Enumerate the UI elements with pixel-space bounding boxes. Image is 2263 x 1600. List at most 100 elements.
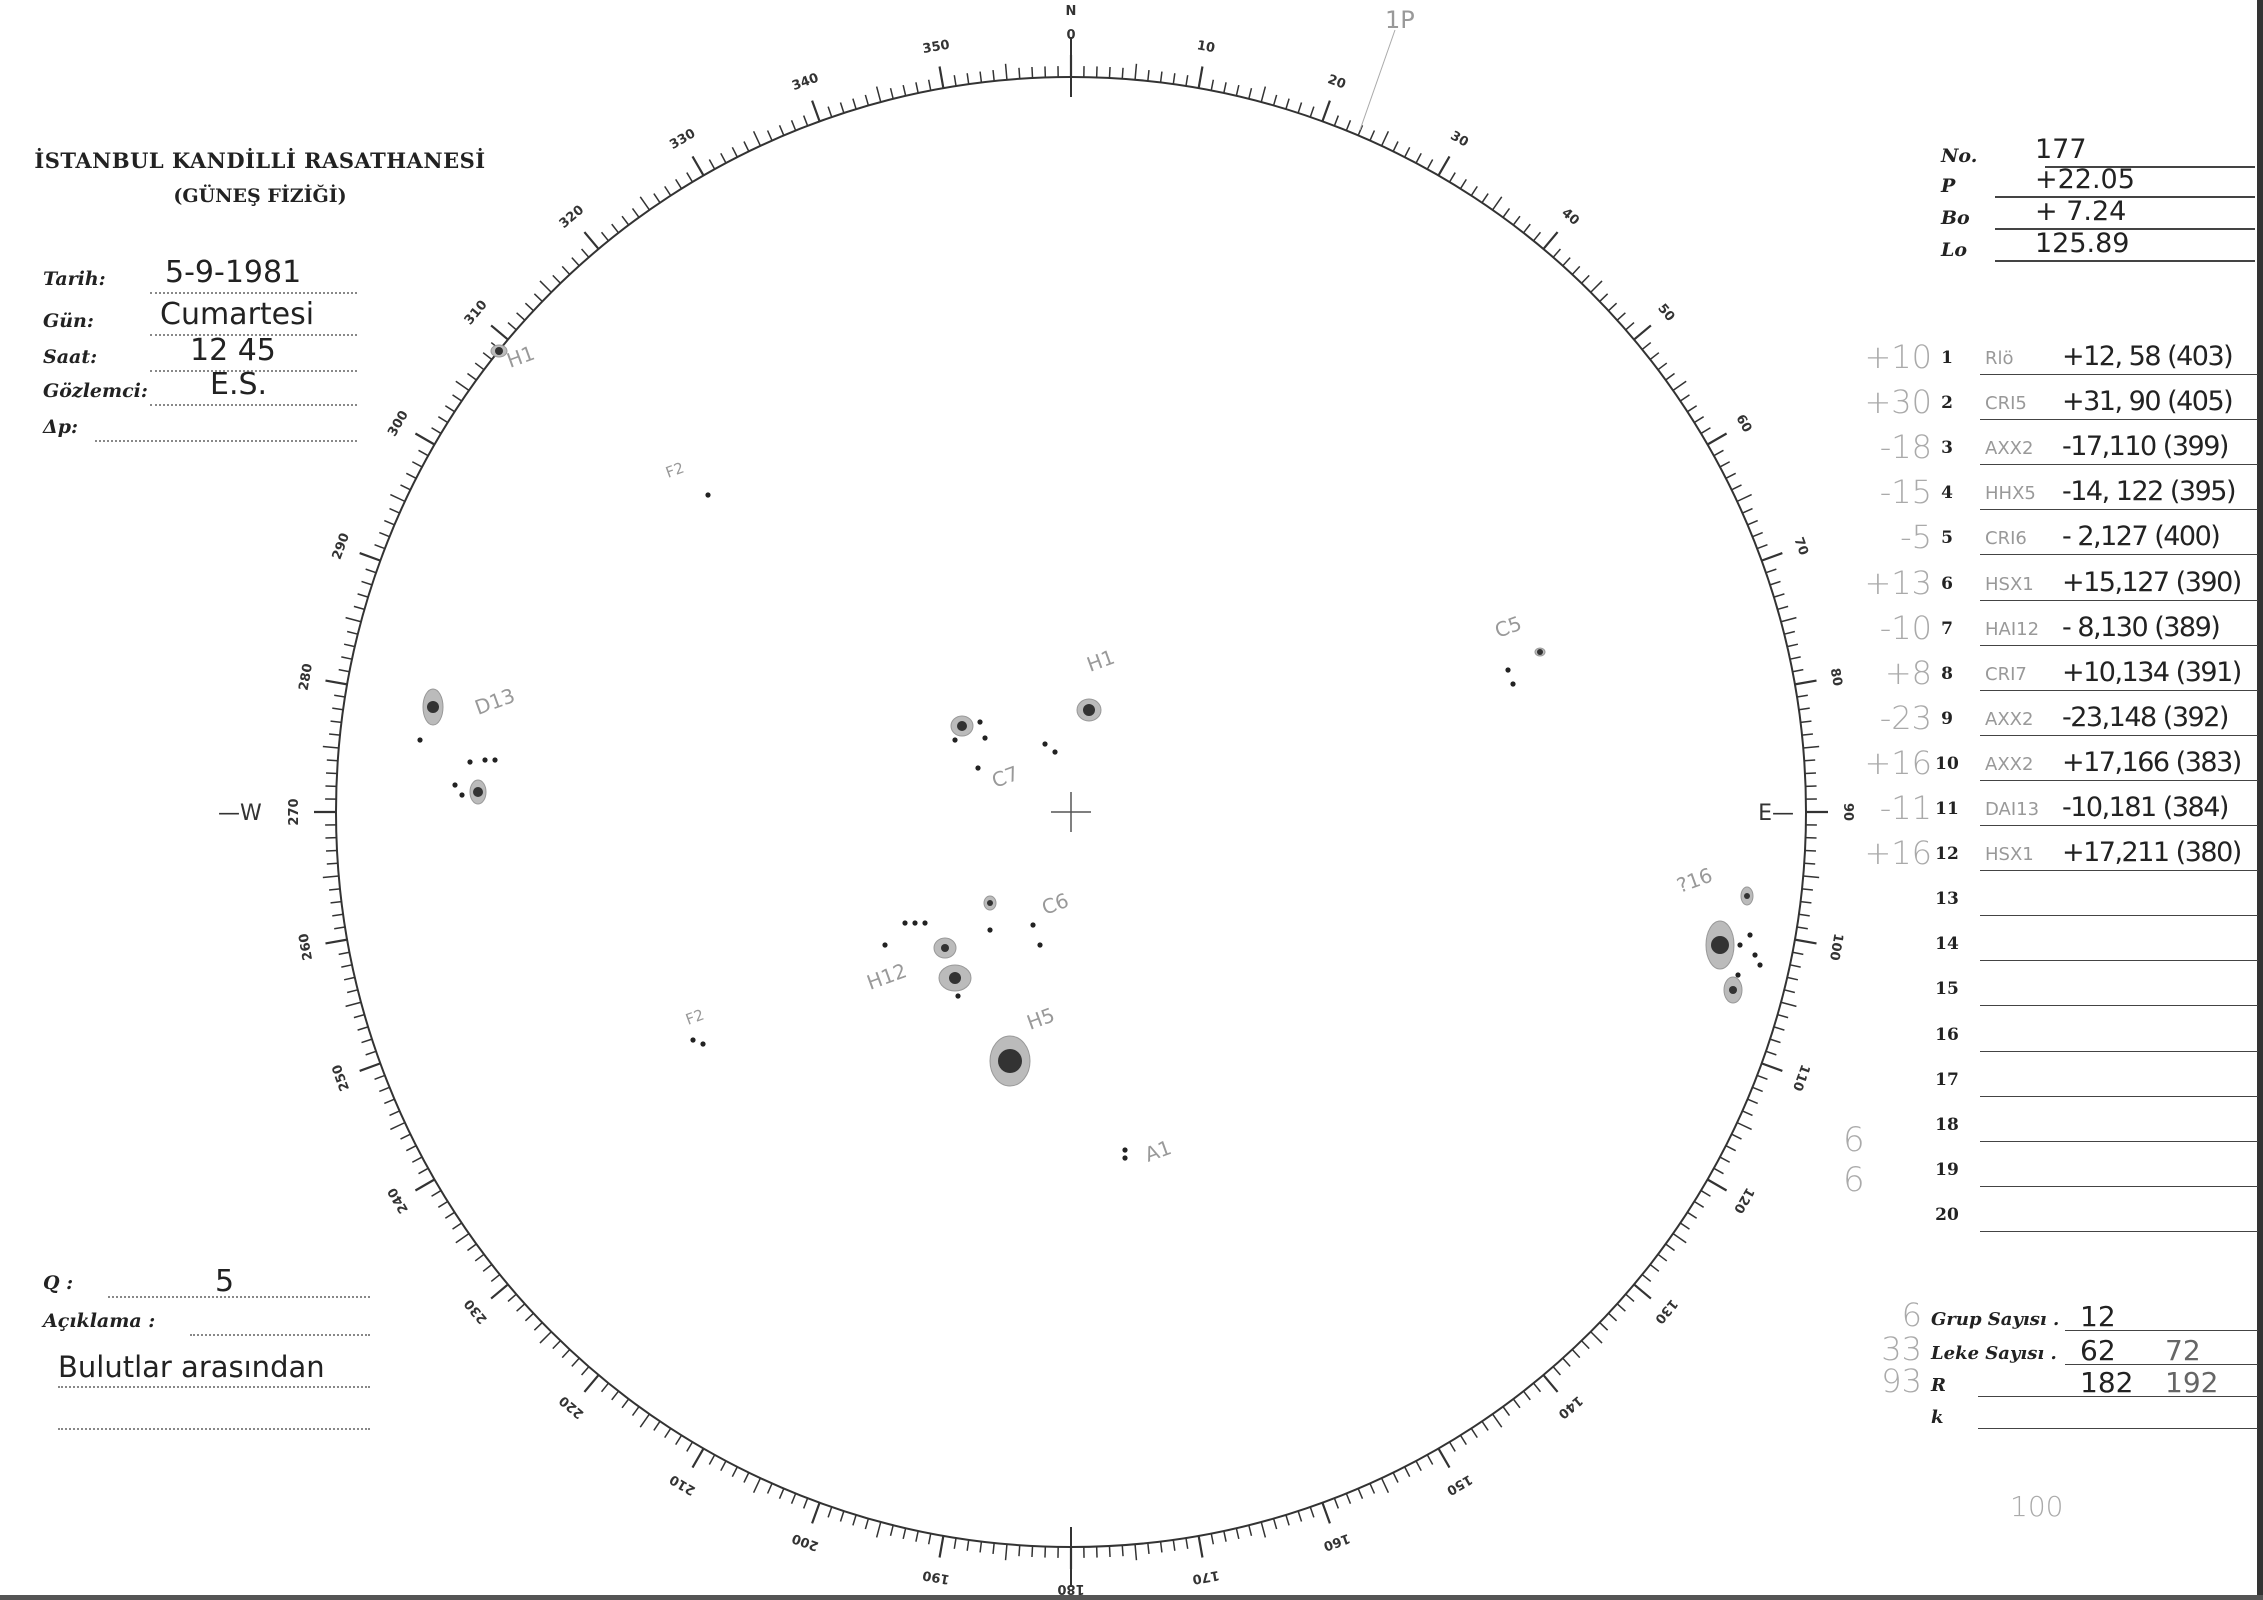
degree-tick — [1657, 362, 1668, 371]
degree-tick — [379, 531, 390, 538]
degree-label: 200 — [790, 1530, 821, 1553]
group-index: 8 — [1941, 663, 1953, 684]
sunspot-umbra — [941, 944, 949, 952]
degree-tick — [1725, 472, 1737, 479]
group-type: Rlö — [1985, 348, 2014, 369]
degree-tick — [1731, 1133, 1742, 1140]
degree-tick — [686, 1441, 694, 1452]
degree-tick — [1792, 668, 1804, 673]
north-label: N — [1066, 4, 1077, 19]
sunspot-pore — [1122, 1155, 1128, 1161]
degree-tick — [1780, 1001, 1797, 1008]
degree-tick — [839, 1510, 845, 1522]
degree-tick — [1134, 63, 1138, 80]
degree-tick — [474, 362, 485, 371]
degree-tick — [1426, 1454, 1434, 1465]
degree-tick — [346, 989, 359, 994]
degree-tick — [1794, 938, 1817, 945]
summary-line — [1978, 1428, 2258, 1429]
degree-tick — [1502, 1406, 1511, 1416]
degree-tick — [1369, 1483, 1376, 1494]
footer-note: 100 — [2010, 1490, 2064, 1523]
degree-tick — [411, 461, 423, 468]
spot-group-label: C6 — [1039, 888, 1072, 920]
degree-tick — [1742, 1110, 1753, 1117]
degree-tick — [467, 1243, 477, 1252]
degree-tick — [1706, 432, 1728, 446]
degree-tick — [1796, 926, 1808, 930]
observatory-subtitle: (GÜNEŞ FİZİĞİ) — [173, 185, 347, 207]
degree-tick — [743, 141, 750, 152]
degree-tick — [1562, 1357, 1571, 1367]
degree-tick — [889, 87, 894, 100]
sunspot-pore — [1042, 741, 1048, 747]
degree-label: 10 — [1196, 38, 1216, 56]
degree-tick — [390, 1121, 406, 1131]
degree-tick — [1798, 707, 1810, 711]
degree-tick — [1552, 1366, 1561, 1376]
degree-tick — [1633, 324, 1652, 341]
degree-tick — [1448, 1441, 1456, 1452]
group-note: +30 — [1864, 383, 1932, 422]
degree-tick — [1426, 159, 1434, 170]
degree-tick — [571, 1357, 580, 1367]
degree-tick — [766, 130, 773, 141]
degree-tick — [1031, 1545, 1034, 1558]
quality-value: 5 — [215, 1264, 235, 1299]
degree-label: 20 — [1326, 72, 1348, 92]
degree-tick — [533, 1322, 543, 1331]
degree-tick — [343, 643, 356, 648]
degree-tick — [338, 951, 350, 956]
degree-tick — [1700, 427, 1711, 435]
group-line — [1980, 1140, 2258, 1142]
degree-tick — [611, 223, 620, 234]
sunspot-pore — [902, 920, 908, 926]
group-note: -5 — [1900, 518, 1932, 557]
degree-tick — [1415, 152, 1422, 164]
degree-tick — [1581, 274, 1590, 284]
degree-tick — [1649, 352, 1660, 361]
group-position: +12, 58 (403) — [2062, 341, 2234, 372]
group-note: -11 — [1879, 789, 1932, 827]
degree-tick — [1752, 1086, 1763, 1093]
degree-tick — [1742, 507, 1753, 514]
sunspot-pore — [982, 735, 988, 741]
degree-tick — [1147, 1542, 1150, 1554]
degree-tick — [552, 1340, 561, 1350]
degree-tick — [1789, 656, 1801, 660]
degree-tick — [507, 1293, 517, 1302]
degree-tick — [1693, 416, 1705, 424]
degree-tick — [1719, 461, 1731, 468]
group-line — [1980, 1230, 2258, 1232]
degree-tick — [720, 1460, 727, 1472]
degree-label: 120 — [1730, 1185, 1757, 1216]
degree-tick — [353, 1013, 365, 1019]
degree-tick — [1761, 552, 1783, 562]
degree-label: 340 — [790, 71, 821, 94]
degree-label: 0 — [1066, 28, 1075, 43]
degree-tick — [1380, 131, 1390, 147]
degree-tick — [1235, 84, 1240, 97]
degree-tick — [374, 1074, 386, 1081]
field-line — [150, 404, 357, 406]
degree-tick — [1773, 593, 1785, 598]
degree-tick — [1687, 1211, 1698, 1219]
spot-group-label: D13 — [472, 683, 519, 720]
degree-tick — [611, 1390, 620, 1401]
degree-tick — [1719, 1156, 1731, 1163]
degree-tick — [533, 293, 543, 302]
degree-tick — [1404, 1466, 1411, 1478]
degree-tick — [639, 1413, 651, 1428]
degree-tick — [1752, 531, 1763, 538]
degree-tick — [389, 1110, 400, 1117]
ephemeris-label: Lo — [1941, 239, 1968, 261]
degree-tick — [1285, 98, 1290, 110]
degree-tick — [1272, 94, 1278, 106]
field-label: Gün: — [43, 310, 94, 332]
spot-group-label: H12 — [864, 958, 910, 994]
degree-tick — [1309, 106, 1315, 118]
sunspot-pore — [492, 757, 498, 763]
degree-tick — [790, 1493, 797, 1504]
degree-tick — [1248, 87, 1253, 100]
group-note: -15 — [1879, 473, 1932, 512]
